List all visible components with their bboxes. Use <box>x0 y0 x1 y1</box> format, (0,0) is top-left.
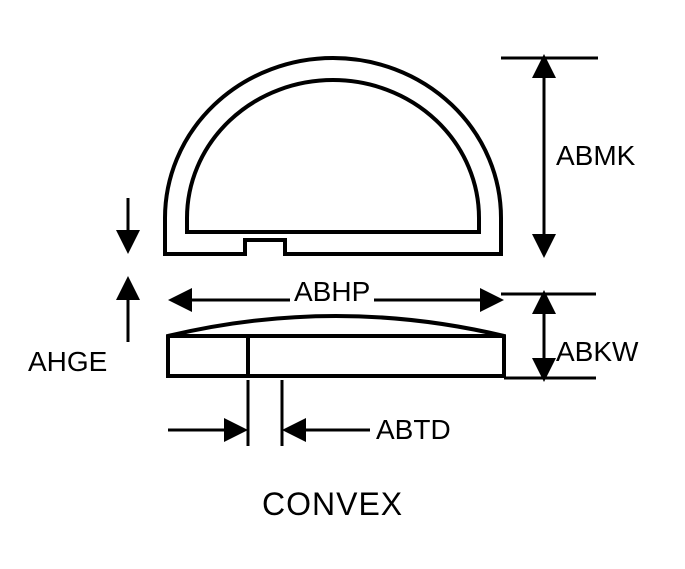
lens-outline <box>168 316 504 376</box>
label-abkw: ABKW <box>556 336 638 368</box>
dome-inner <box>187 80 479 232</box>
diagram-stage: ABMK ABHP ABKW AHGE ABTD CONVEX <box>0 0 685 569</box>
figure-title: CONVEX <box>262 486 403 523</box>
label-abmk: ABMK <box>556 140 635 172</box>
dome-outer <box>165 58 501 254</box>
label-abhp: ABHP <box>290 276 374 308</box>
label-abtd: ABTD <box>376 414 451 446</box>
label-ahge: AHGE <box>28 346 107 378</box>
